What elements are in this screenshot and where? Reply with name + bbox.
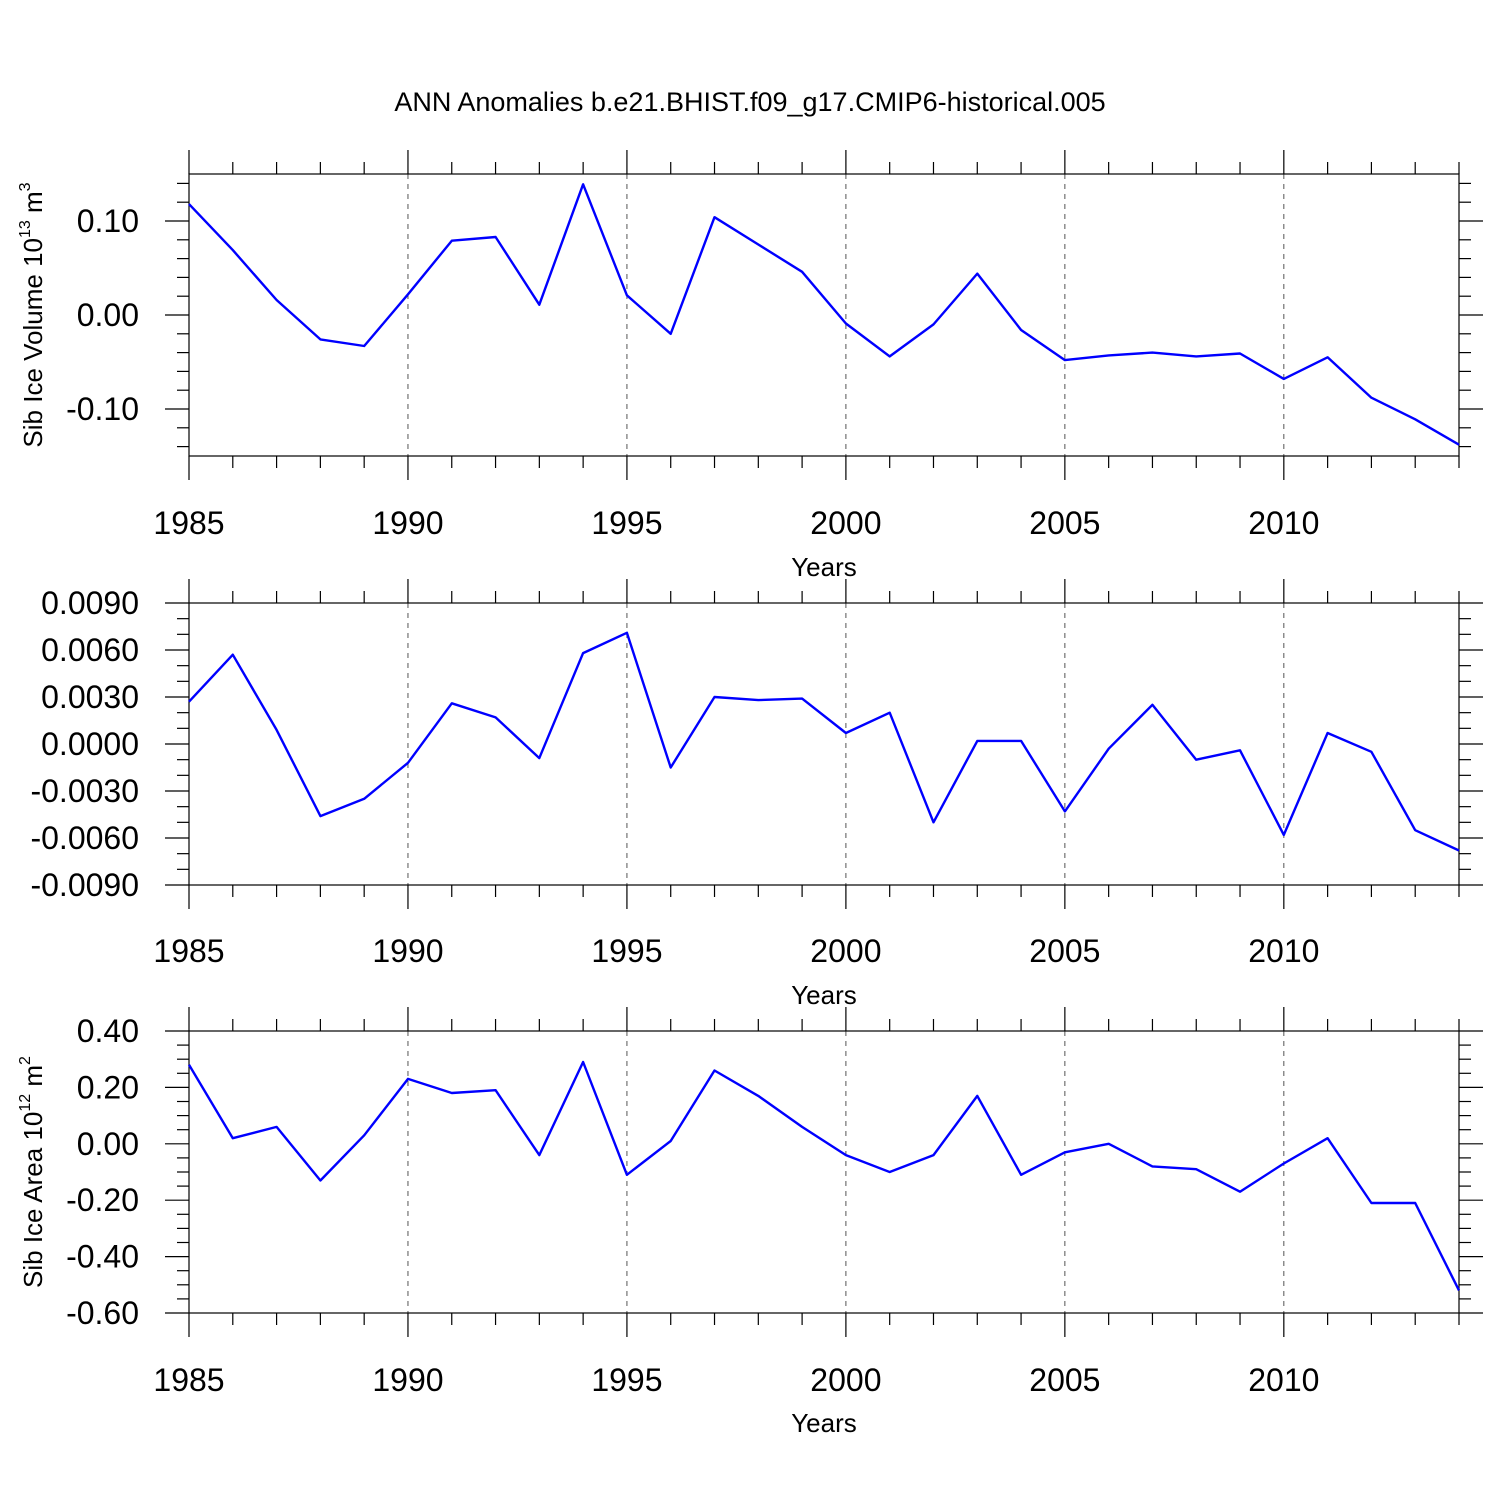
y-tick-label--0.0060: -0.0060 [30,820,139,856]
x-axis-title: Years [791,1408,857,1438]
y-tick-label--0.40: -0.40 [66,1239,139,1275]
x-tick-label-2000: 2000 [810,1362,881,1398]
y-tick-label-0.0060: 0.0060 [41,632,139,668]
x-tick-label-1990: 1990 [372,933,443,969]
y-axis-title-part: m [18,191,48,220]
y-tick-label-0.00: 0.00 [77,297,139,333]
y-axis-title-part: Sib Ice Area 10 [18,1112,48,1288]
y-axis-title-superscript: 13 [17,220,34,238]
y-axis-title-superscript: 12 [17,1094,34,1112]
x-tick-label-1985: 1985 [153,505,224,541]
x-tick-label-2000: 2000 [810,933,881,969]
series-line-1 [187,1060,1461,1291]
x-tick-label-1990: 1990 [372,1362,443,1398]
chart-panel-3: 1985 1990 1995 2000 2005 2010 Years -0.60 -0.40 -… [17,1007,1483,1438]
y-tick-label--0.0090: -0.0090 [30,867,139,903]
series-line-1 [188,631,1460,852]
y-axis-title-superscript: 3 [17,182,34,191]
plot-frame [188,602,1460,886]
x-tick-label-2010: 2010 [1248,1362,1319,1398]
y-axis-title-part: m [18,1065,48,1094]
y-tick-label--0.60: -0.60 [66,1295,139,1331]
y-tick-label-0.40: 0.40 [77,1013,139,1049]
y-tick-label-0.0000: 0.0000 [41,726,139,762]
x-axis-title: Years [791,980,857,1010]
chart-panel-2: 1985 1990 1995 2000 2005 2010 Years -0.0090 -0.0… [30,579,1483,1010]
chart-panel-1: 1985 1990 1995 2000 2005 2010 Years -0.10 0.00 0.… [17,150,1483,582]
y-tick-label-0.00: 0.00 [77,1126,139,1162]
x-tick-label-2005: 2005 [1029,933,1100,969]
x-tick-label-2010: 2010 [1248,933,1319,969]
plot-frame [188,173,1460,457]
x-tick-label-1995: 1995 [591,505,662,541]
x-tick-label-1985: 1985 [153,1362,224,1398]
y-axis-title-part: Sib Ice Volume 10 [18,238,48,448]
y-tick-label-0.20: 0.20 [77,1069,139,1105]
x-tick-label-1995: 1995 [591,933,662,969]
y-axis-title-superscript: 2 [17,1056,34,1065]
x-axis-title: Years [791,552,857,582]
y-axis-title: Sib Ice Volume 1013 m3 [17,182,48,447]
x-tick-label-2010: 2010 [1248,505,1319,541]
x-tick-label-2000: 2000 [810,505,881,541]
y-tick-label-0.10: 0.10 [77,203,139,239]
y-tick-label-0.0030: 0.0030 [41,679,139,715]
x-tick-label-1985: 1985 [153,933,224,969]
x-tick-label-2005: 2005 [1029,505,1100,541]
x-tick-label-1995: 1995 [591,1362,662,1398]
page-title: ANN Anomalies b.e21.BHIST.f09_g17.CMIP6-… [394,87,1105,117]
x-tick-label-2005: 2005 [1029,1362,1100,1398]
y-tick-label--0.20: -0.20 [66,1182,139,1218]
y-tick-label-0.0090: 0.0090 [41,585,139,621]
y-tick-label--0.0030: -0.0030 [30,773,139,809]
y-tick-label--0.10: -0.10 [66,391,139,427]
series-line-1 [188,183,1460,446]
x-tick-label-1990: 1990 [372,505,443,541]
y-axis-title: Sib Ice Area 1012 m2 [17,1056,48,1288]
